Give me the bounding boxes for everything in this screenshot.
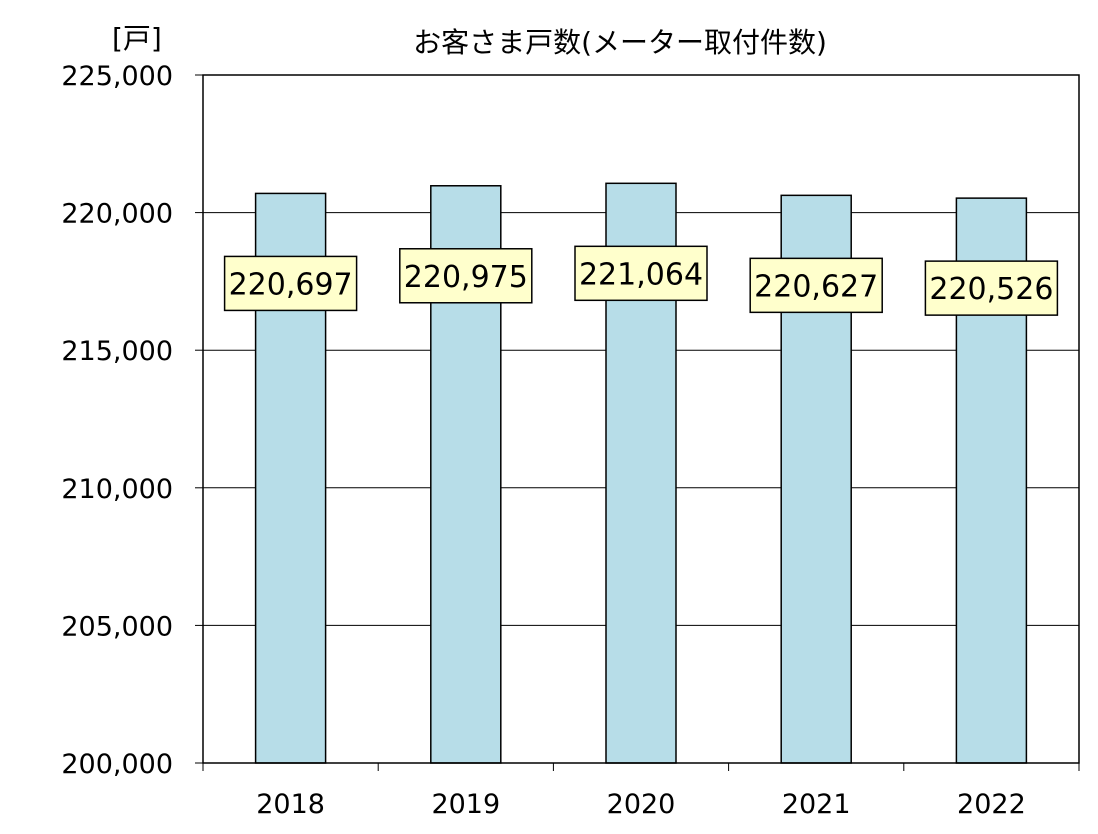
plot-border bbox=[202, 74, 1080, 764]
x-tick-label: 2018 bbox=[256, 789, 325, 820]
data-label-box bbox=[924, 260, 1059, 316]
data-label: 220,627 bbox=[754, 269, 878, 304]
x-tick-label: 2022 bbox=[957, 789, 1026, 820]
y-axis: 200,000 205,000 210,000 215,000 220,000 225,0… bbox=[61, 61, 203, 780]
data-label-box bbox=[749, 257, 883, 314]
y-tick-label: 205,000 bbox=[61, 611, 173, 642]
chart-title: お客さま戸数(メーター取付件数) bbox=[413, 26, 827, 59]
y-tick-label: 225,000 bbox=[61, 61, 173, 92]
y-tick-label: 220,000 bbox=[61, 199, 173, 230]
x-tick-label: 2020 bbox=[607, 789, 676, 820]
y-tick-label: 200,000 bbox=[61, 749, 173, 780]
data-label: 221,064 bbox=[579, 257, 703, 292]
x-tick-label: 2019 bbox=[431, 789, 500, 820]
y-tick-label: 215,000 bbox=[61, 336, 173, 367]
plot-frame bbox=[202, 74, 1080, 764]
data-labels: 220,697 220,975 221,064 220,627 220,526 bbox=[223, 245, 1059, 316]
data-label: 220,697 bbox=[229, 267, 353, 302]
data-label-box bbox=[574, 245, 708, 302]
y-unit-label: [戸] bbox=[112, 22, 162, 55]
x-tick-label: 2021 bbox=[782, 789, 851, 820]
data-label: 220,526 bbox=[929, 272, 1053, 307]
data-label-box bbox=[223, 255, 358, 312]
data-label-box bbox=[399, 248, 533, 304]
y-tick-label: 210,000 bbox=[61, 474, 173, 505]
data-label: 220,975 bbox=[404, 260, 528, 295]
x-axis: 2018 2019 2020 2021 2022 bbox=[202, 763, 1080, 820]
